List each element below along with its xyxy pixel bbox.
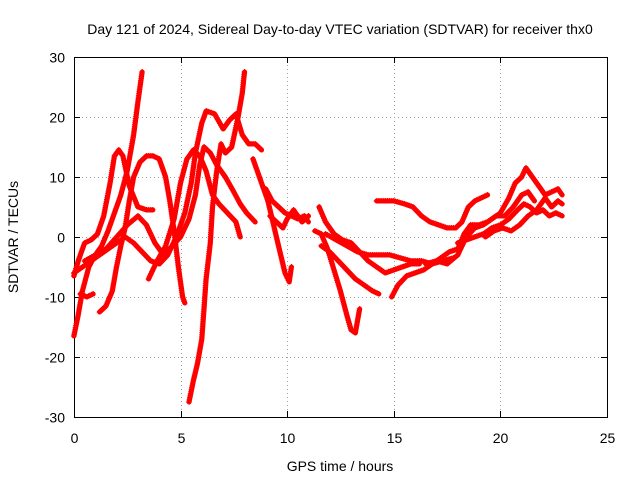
series-markers	[71, 69, 143, 337]
y-tick-label: -20	[45, 350, 65, 366]
y-tick-label: 20	[49, 110, 65, 126]
series-track-s	[454, 201, 565, 246]
y-tick-label: -30	[45, 410, 65, 426]
x-tick-label: 5	[178, 430, 186, 446]
series-markers	[250, 156, 292, 283]
series-track-l	[311, 228, 363, 336]
x-tick-label: 25	[600, 430, 616, 446]
series-track-k	[267, 207, 311, 231]
series-track-t	[482, 195, 565, 240]
series-markers	[422, 165, 563, 265]
series-track-o	[322, 231, 456, 267]
series-markers	[311, 228, 361, 334]
series-track-p	[373, 192, 491, 231]
series-track-q	[388, 189, 537, 300]
series-track-i	[250, 156, 294, 285]
series-markers	[267, 207, 309, 229]
y-axis-label: SDTVAR / TECUs	[5, 181, 21, 293]
series-track-m	[316, 204, 422, 276]
x-tick-label: 15	[387, 430, 403, 446]
series-track-b	[71, 69, 145, 339]
x-axis-label: GPS time / hours	[287, 458, 394, 474]
series-markers	[186, 69, 246, 403]
series-markers	[81, 144, 256, 262]
axis-ticks: 0 5 10 15 20 25 -30 -20 -10 0 10 20 30	[45, 50, 616, 447]
x-tick-label: 0	[71, 430, 79, 446]
x-tick-label: 20	[493, 430, 509, 446]
y-tick-label: -10	[45, 290, 65, 306]
series-track-d	[77, 291, 96, 300]
series-track-f	[81, 144, 258, 264]
x-tick-label: 10	[280, 430, 296, 446]
series-markers	[373, 192, 489, 229]
data-series	[71, 69, 565, 405]
y-tick-label: 30	[49, 50, 65, 66]
series-track-n	[318, 243, 382, 297]
series-markers	[77, 291, 94, 298]
y-tick-label: 10	[49, 170, 65, 186]
y-tick-label: 0	[57, 230, 65, 246]
series-markers	[482, 195, 563, 238]
series-track-g	[145, 147, 243, 282]
series-markers	[318, 243, 380, 295]
series-markers	[454, 201, 563, 244]
chart-title: Day 121 of 2024, Sidereal Day-to-day VTE…	[87, 21, 593, 37]
series-markers	[322, 231, 454, 265]
series-markers	[316, 204, 420, 274]
series-track-h	[186, 69, 248, 405]
series-track-r	[422, 165, 565, 267]
